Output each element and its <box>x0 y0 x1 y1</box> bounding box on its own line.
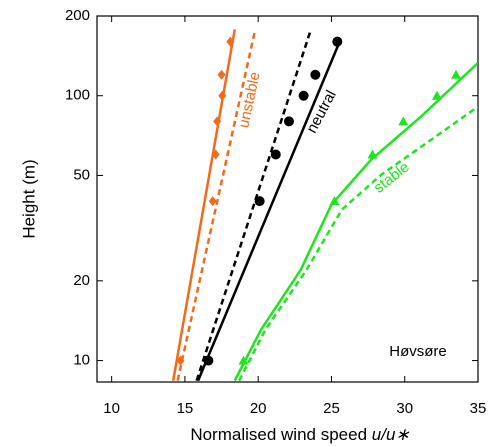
profile-line <box>195 29 313 382</box>
y-tick-label: 50 <box>73 166 90 183</box>
y-axis-label: Height (m) <box>19 159 38 238</box>
data-point <box>283 116 294 127</box>
x-tick-label: 15 <box>177 400 194 417</box>
x-axis-variable: u/u∗ <box>372 425 410 444</box>
plot-frame <box>96 15 479 383</box>
y-tick-label: 200 <box>65 7 90 24</box>
annotation: stable <box>371 159 413 197</box>
x-tick-label: 10 <box>103 400 120 417</box>
data-point <box>451 69 462 79</box>
data-point <box>238 355 249 365</box>
x-tick-label: 35 <box>470 400 487 417</box>
y-tick-label: 100 <box>65 87 90 104</box>
x-tick-label: 30 <box>396 400 413 417</box>
x-axis-label-text: Normalised wind speed <box>190 425 367 444</box>
x-axis-label: Normalised wind speed u/u∗ <box>190 425 409 444</box>
y-tick-label: 20 <box>73 272 90 289</box>
annotation: neutral <box>303 88 340 136</box>
profile-line <box>196 39 342 382</box>
data-point <box>431 90 442 100</box>
profile-line <box>233 62 478 382</box>
profile-line <box>238 105 478 382</box>
data-point <box>270 149 281 160</box>
x-tick-label: 25 <box>323 400 340 417</box>
profile-line <box>171 29 236 381</box>
data-point <box>217 69 226 80</box>
x-tick-label: 20 <box>250 400 267 417</box>
data-point <box>310 69 321 80</box>
annotation: unstable <box>235 70 263 129</box>
annotation: Høvsøre <box>389 343 447 360</box>
data-point <box>398 116 409 126</box>
data-point <box>208 196 217 207</box>
y-tick-label: 10 <box>73 352 90 369</box>
data-point <box>298 90 309 101</box>
